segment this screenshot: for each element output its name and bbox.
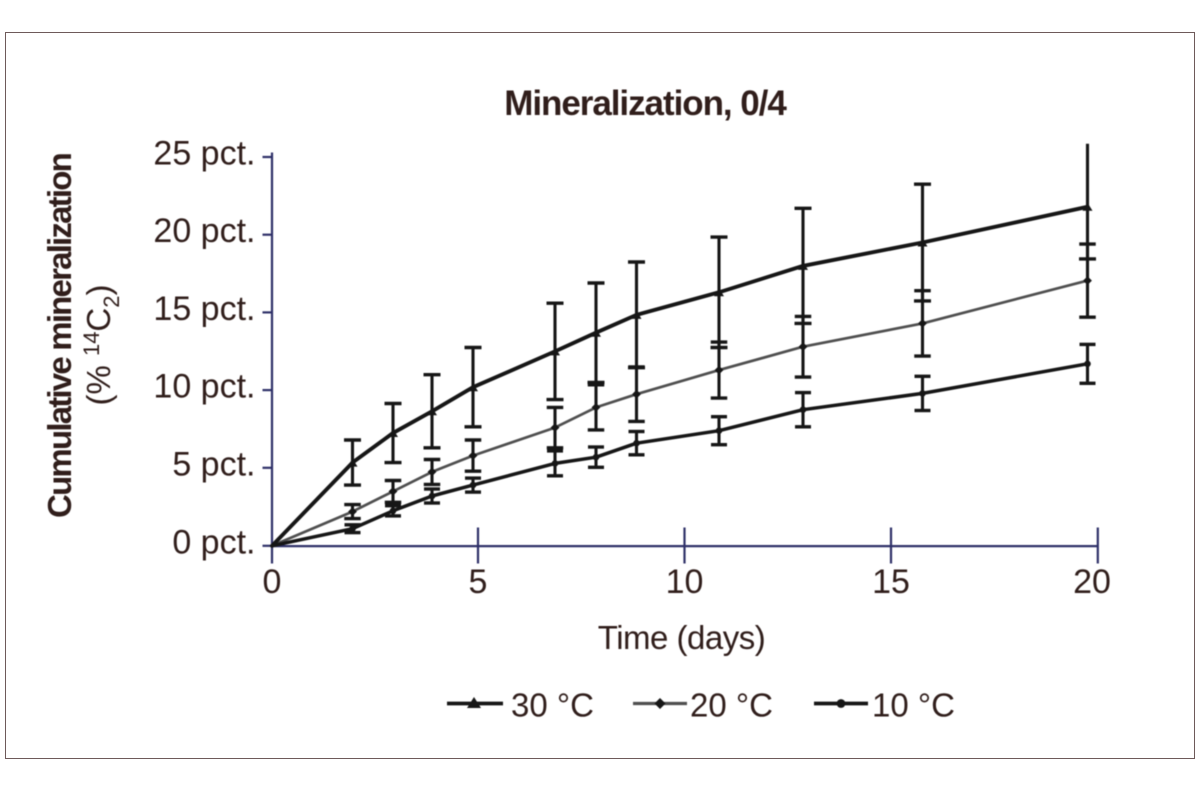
svg-text:25 pct.: 25 pct. xyxy=(153,135,255,173)
svg-text:Cumulative mineralization: Cumulative mineralization xyxy=(41,153,78,518)
svg-text:0: 0 xyxy=(263,563,282,601)
svg-text:(% 14C2): (% 14C2) xyxy=(79,284,124,405)
svg-text:5 pct.: 5 pct. xyxy=(172,445,255,483)
svg-text:Mineralization, 0/4: Mineralization, 0/4 xyxy=(504,84,787,123)
svg-text:10 °C: 10 °C xyxy=(872,687,955,724)
svg-text:0 pct.: 0 pct. xyxy=(172,523,255,561)
svg-text:30 °C: 30 °C xyxy=(511,687,594,724)
svg-text:Time (days): Time (days) xyxy=(598,619,765,656)
svg-text:15 pct.: 15 pct. xyxy=(153,290,255,328)
svg-text:20 °C: 20 °C xyxy=(690,687,773,724)
svg-text:20 pct.: 20 pct. xyxy=(153,212,255,250)
svg-text:15: 15 xyxy=(872,563,910,601)
svg-text:5: 5 xyxy=(469,563,488,601)
svg-text:10: 10 xyxy=(666,563,704,601)
svg-text:10 pct.: 10 pct. xyxy=(153,368,255,406)
svg-text:20: 20 xyxy=(1073,563,1111,601)
